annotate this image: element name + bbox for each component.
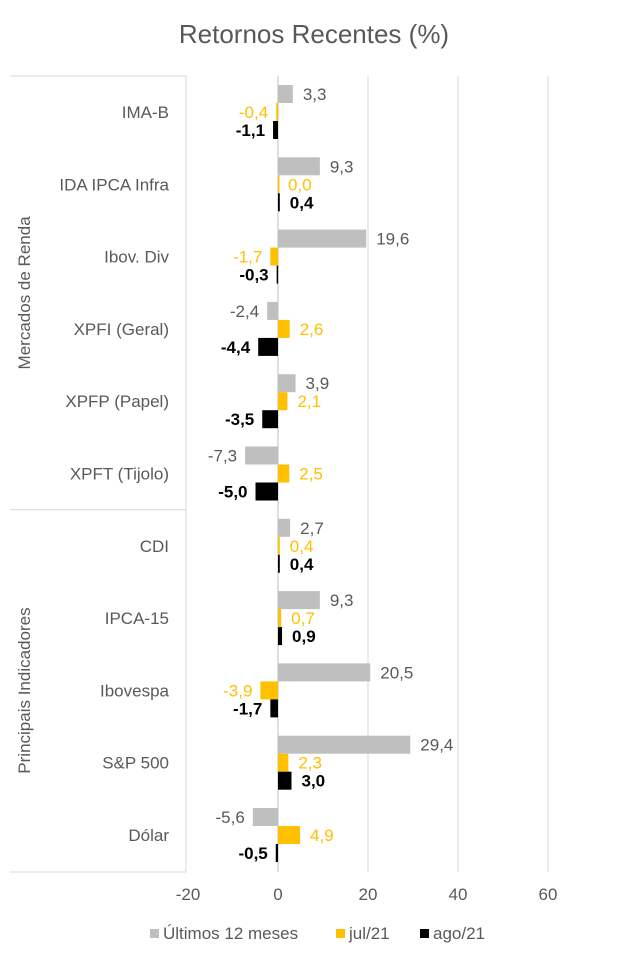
group-label: Principais Indicadores <box>15 607 34 773</box>
bar <box>273 121 278 139</box>
bar <box>278 753 289 772</box>
data-label: 29,4 <box>420 736 453 755</box>
bar <box>260 681 278 700</box>
bars <box>245 85 411 862</box>
data-label: -0,3 <box>239 266 268 285</box>
data-labels: 3,3-0,4-1,19,30,00,419,6-1,7-0,3-2,42,6-… <box>208 85 454 863</box>
data-label: -1,7 <box>233 248 262 267</box>
bar <box>262 410 278 429</box>
data-label: 0,0 <box>288 175 312 194</box>
category-label: XPFI (Geral) <box>74 320 169 339</box>
legend-swatch <box>150 929 159 938</box>
data-label: 0,7 <box>291 609 315 628</box>
group-label: Mercados de Renda <box>15 216 34 370</box>
bar <box>278 609 282 628</box>
bar <box>278 392 288 411</box>
x-tick-label: 40 <box>449 885 468 904</box>
category-axis: Mercados de Renda Principais Indicadores I… <box>10 75 187 873</box>
data-label: -0,4 <box>239 103 268 122</box>
data-label: 0,4 <box>290 537 314 556</box>
category-label: S&P 500 <box>102 754 169 773</box>
bar <box>278 663 371 682</box>
data-label: -3,9 <box>223 681 252 700</box>
data-label: -7,3 <box>208 447 237 466</box>
bar <box>278 518 291 537</box>
data-label: 3,3 <box>303 85 327 104</box>
bar <box>270 699 278 718</box>
data-label: 19,6 <box>376 230 409 249</box>
bar <box>245 446 278 465</box>
x-tick-label: -20 <box>176 885 201 904</box>
legend-label: Últimos 12 meses <box>163 924 298 943</box>
category-label: CDI <box>140 537 169 556</box>
x-tick-label: 0 <box>273 885 282 904</box>
bar <box>252 808 278 826</box>
bar <box>278 554 280 573</box>
legend: Últimos 12 meses jul/21 ago/21 <box>150 924 485 943</box>
bar <box>278 175 280 194</box>
category-label: XPFP (Papel) <box>65 392 169 411</box>
bar <box>278 771 292 790</box>
bar <box>275 844 278 862</box>
x-tick-label: 20 <box>359 885 378 904</box>
x-axis: -20 0 20 40 60 <box>176 885 558 904</box>
bar <box>278 374 296 393</box>
bar <box>255 482 278 501</box>
category-label: IMA-B <box>122 103 169 122</box>
bar <box>278 735 411 754</box>
data-label: -4,4 <box>221 338 251 357</box>
data-label: 3,9 <box>306 374 330 393</box>
legend-swatch <box>420 929 429 938</box>
data-label: -5,6 <box>216 808 245 827</box>
data-label: 0,9 <box>292 627 316 646</box>
bar <box>278 464 290 483</box>
data-label: 2,6 <box>300 320 324 339</box>
x-tick-label: 60 <box>539 885 558 904</box>
data-label: 2,1 <box>297 392 321 411</box>
data-label: 4,9 <box>310 826 334 845</box>
category-label: XPFT (Tijolo) <box>70 465 169 484</box>
bar <box>270 247 278 266</box>
legend-swatch <box>336 929 345 938</box>
category-label: Ibovespa <box>100 681 170 700</box>
data-label: 0,4 <box>290 555 314 574</box>
bar <box>267 301 278 320</box>
bar <box>276 103 278 121</box>
data-label: 3,0 <box>302 772 326 791</box>
legend-label: ago/21 <box>433 924 485 943</box>
bar <box>276 265 279 284</box>
bar <box>278 591 320 610</box>
category-label: Ibov. Div <box>104 248 169 267</box>
bar <box>278 627 283 646</box>
legend-label: jul/21 <box>348 924 390 943</box>
bar <box>278 826 301 844</box>
category-label: IDA IPCA Infra <box>59 175 169 194</box>
data-label: 20,5 <box>380 663 413 682</box>
data-label: 0,4 <box>290 193 314 212</box>
data-label: -5,0 <box>218 483 247 502</box>
data-label: 2,3 <box>298 754 322 773</box>
data-label: 2,7 <box>300 519 324 538</box>
bar <box>278 319 290 338</box>
bar <box>278 193 280 212</box>
data-label: -0,5 <box>238 844 267 863</box>
data-label: 2,5 <box>299 465 323 484</box>
data-label: 9,3 <box>330 591 354 610</box>
bar <box>278 85 293 103</box>
bar <box>278 157 320 176</box>
data-label: 9,3 <box>330 157 354 176</box>
data-label: -1,1 <box>236 121 265 140</box>
category-label: Dólar <box>128 826 169 845</box>
chart-title: Retornos Recentes (%) <box>179 19 449 49</box>
bar <box>258 337 278 356</box>
data-label: -2,4 <box>230 302 259 321</box>
bar <box>278 536 280 555</box>
data-label: -1,7 <box>233 699 262 718</box>
category-label: IPCA-15 <box>105 609 169 628</box>
bar <box>278 229 367 248</box>
data-label: -3,5 <box>225 410 254 429</box>
